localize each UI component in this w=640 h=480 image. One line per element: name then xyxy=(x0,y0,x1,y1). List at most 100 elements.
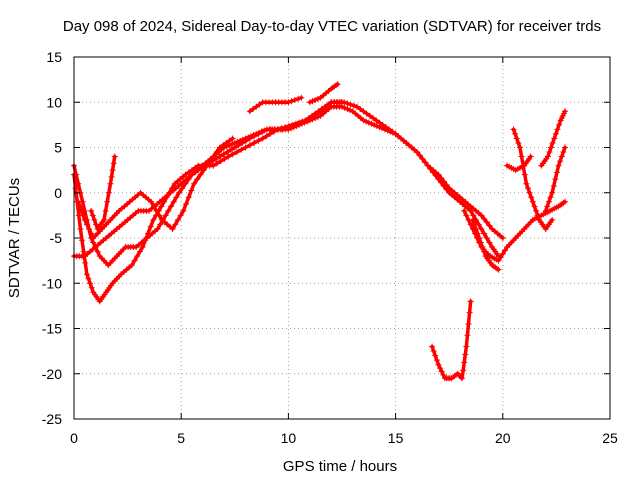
data-point xyxy=(301,119,308,126)
data-point xyxy=(220,142,227,149)
data-point xyxy=(555,162,562,169)
series-track-5 xyxy=(88,153,118,232)
data-point xyxy=(78,207,85,214)
data-point xyxy=(521,171,528,178)
data-point xyxy=(179,185,186,192)
data-point xyxy=(443,181,450,188)
series-track-12 xyxy=(538,108,568,169)
y-tick-label: 15 xyxy=(46,49,62,65)
data-point xyxy=(354,103,361,110)
data-point xyxy=(136,248,143,255)
data-point xyxy=(288,98,295,105)
data-point xyxy=(150,203,157,210)
data-point xyxy=(389,129,396,136)
data-point xyxy=(553,169,560,176)
x-tick-label: 15 xyxy=(388,430,404,446)
data-point xyxy=(549,189,556,196)
data-point xyxy=(255,129,262,136)
data-point xyxy=(440,371,447,378)
data-point xyxy=(363,118,370,125)
data-point xyxy=(288,125,295,132)
data-point xyxy=(526,189,533,196)
data-point xyxy=(88,207,95,214)
data-point xyxy=(440,178,447,185)
series-track-13 xyxy=(542,144,568,214)
data-point xyxy=(153,207,160,214)
data-point xyxy=(107,180,114,187)
series-track-8 xyxy=(429,298,474,382)
data-point xyxy=(557,158,564,165)
data-point xyxy=(81,216,88,223)
data-point xyxy=(238,146,245,153)
data-point xyxy=(246,142,253,149)
data-point xyxy=(256,101,263,108)
data-point xyxy=(104,198,111,205)
data-point xyxy=(210,162,217,169)
data-point xyxy=(556,121,563,128)
data-point xyxy=(221,155,228,162)
data-point xyxy=(75,198,82,205)
data-point xyxy=(75,180,82,187)
data-point xyxy=(478,225,485,232)
data-point xyxy=(483,219,490,226)
data-point xyxy=(520,162,527,169)
data-point xyxy=(528,194,535,201)
data-point xyxy=(194,176,201,183)
data-point xyxy=(481,230,488,237)
data-point xyxy=(457,374,464,381)
x-tick-label: 5 xyxy=(177,430,185,446)
data-point xyxy=(158,203,165,210)
data-point xyxy=(461,207,468,214)
data-point xyxy=(438,368,445,375)
data-point xyxy=(486,239,493,246)
data-point xyxy=(139,244,146,251)
data-point xyxy=(437,365,444,372)
data-point xyxy=(174,216,181,223)
data-point xyxy=(512,130,519,137)
data-point xyxy=(347,107,354,114)
data-point xyxy=(210,153,217,160)
data-point xyxy=(501,247,508,254)
data-point xyxy=(94,248,101,255)
y-axis-label: SDTVAR / TECUs xyxy=(6,178,23,298)
data-point xyxy=(542,207,549,214)
data-point xyxy=(203,162,210,169)
data-point xyxy=(108,173,115,180)
data-point xyxy=(499,250,506,257)
data-point xyxy=(213,149,220,156)
data-point xyxy=(168,203,175,210)
data-point xyxy=(467,298,474,305)
data-point xyxy=(344,100,351,107)
data-point xyxy=(80,212,87,219)
data-point xyxy=(474,230,481,237)
data-point xyxy=(463,212,470,219)
series-track-1 xyxy=(71,99,345,305)
data-point xyxy=(558,153,565,160)
y-tick-label: -5 xyxy=(50,230,63,246)
data-point xyxy=(245,134,252,141)
series-track-11 xyxy=(510,126,556,232)
data-point xyxy=(157,221,164,228)
data-point xyxy=(185,169,192,176)
y-tick-label: -20 xyxy=(42,366,62,382)
data-point xyxy=(561,198,568,205)
data-point xyxy=(80,248,87,255)
data-point xyxy=(296,121,303,128)
data-point xyxy=(295,95,302,102)
series-trace xyxy=(430,299,473,381)
data-point xyxy=(76,203,83,210)
data-point xyxy=(435,361,442,368)
data-point xyxy=(216,144,223,151)
data-point xyxy=(162,212,169,219)
data-point xyxy=(154,225,161,232)
x-axis-label: GPS time / hours xyxy=(283,458,397,475)
data-point xyxy=(486,222,493,229)
data-point xyxy=(422,159,429,166)
data-point xyxy=(435,171,442,178)
data-point xyxy=(552,130,559,137)
data-point xyxy=(469,216,476,223)
data-point xyxy=(267,130,274,137)
y-tick-label: -10 xyxy=(42,275,62,291)
data-point xyxy=(251,139,258,146)
